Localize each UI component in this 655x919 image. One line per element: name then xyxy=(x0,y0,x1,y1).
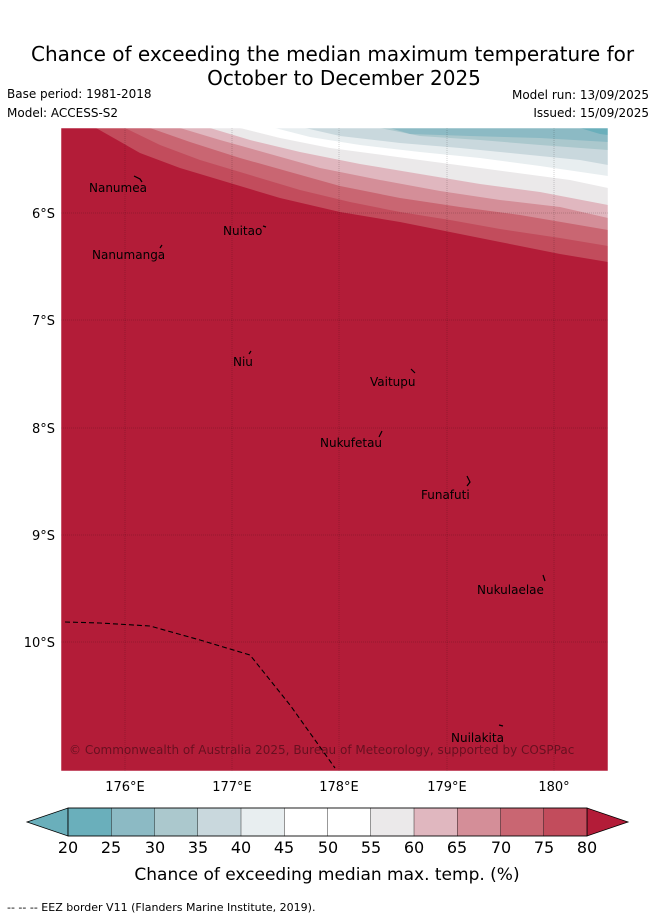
place-label: Niu xyxy=(233,355,253,369)
lon-tick-labels: 176°E 177°E 178°E 179°E 180° xyxy=(105,780,569,795)
colorbar-tick-label: 55 xyxy=(361,838,381,857)
colorbar-tick-label: 35 xyxy=(188,838,208,857)
place-label: Vaitupu xyxy=(370,375,416,389)
copyright-notice: © Commonwealth of Australia 2025, Bureau… xyxy=(69,743,574,757)
colorbar: 20 25 30 35 40 45 50 55 60 65 70 75 80 C… xyxy=(25,807,630,885)
eez-border-line xyxy=(64,621,336,769)
colorbar-cell xyxy=(413,807,458,837)
colorbar-low-arrow xyxy=(25,807,69,837)
model-name: Model: ACCESS-S2 xyxy=(7,106,119,120)
colorbar-cell xyxy=(197,807,242,837)
lon-tick-label: 179°E xyxy=(427,780,467,795)
title-line-1: Chance of exceeding the median maximum t… xyxy=(31,42,635,66)
island-nukufetau xyxy=(378,430,383,438)
island-nanumanga xyxy=(159,244,163,249)
colorbar-cell xyxy=(543,807,588,837)
field-20-25 xyxy=(580,128,608,135)
place-label: Funafuti xyxy=(421,488,470,502)
island-nanumea xyxy=(133,175,143,183)
lon-tick-label: 180° xyxy=(538,780,569,795)
base-period: Base period: 1981-2018 xyxy=(7,87,152,101)
colorbar-cell xyxy=(67,807,112,837)
island-niu xyxy=(248,350,252,355)
colorbar-tick-label: 65 xyxy=(447,838,467,857)
colorbar-high-arrow xyxy=(586,807,630,837)
colorbar-cells xyxy=(67,807,588,837)
colorbar-tick-labels: 20 25 30 35 40 45 50 55 60 65 70 75 80 xyxy=(58,838,597,857)
colorbar-title: Chance of exceeding median max. temp. (%… xyxy=(134,865,519,885)
colorbar-tick-label: 40 xyxy=(231,838,251,857)
colorbar-cell xyxy=(327,807,372,837)
eez-legend-note: -- -- -- EEZ border V11 (Flanders Marine… xyxy=(7,901,315,914)
colorbar-cell xyxy=(154,807,199,837)
place-label: Nuilakita xyxy=(451,731,504,745)
colorbar-cell xyxy=(111,807,155,837)
title-line-2: October to December 2025 xyxy=(207,66,481,90)
lon-tick-label: 178°E xyxy=(319,780,359,795)
colorbar-tick-label: 25 xyxy=(101,838,121,857)
colorbar-tick-label: 70 xyxy=(491,838,511,857)
model-run: Model run: 13/09/2025 xyxy=(511,88,649,102)
lat-tick-labels: 6°S 7°S 8°S 9°S 10°S xyxy=(24,207,55,651)
colorbar-tick-label: 30 xyxy=(145,838,165,857)
colorbar-tick-label: 50 xyxy=(318,838,338,857)
colorbar-tick-label: 45 xyxy=(274,838,294,857)
colorbar-cell xyxy=(500,807,545,837)
place-label: Nanumanga xyxy=(92,248,165,262)
place-label: Nukufetau xyxy=(320,436,382,450)
island-nuitao xyxy=(262,225,267,228)
place-label: Nanumea xyxy=(89,181,147,195)
colorbar-cell xyxy=(284,807,328,837)
lat-tick-label: 9°S xyxy=(32,529,55,544)
probability-field xyxy=(61,128,608,771)
place-label: Nuitao xyxy=(223,224,262,238)
island-nuilakita xyxy=(498,724,504,727)
colorbar-tick-label: 80 xyxy=(577,838,597,857)
colorbar-frame xyxy=(67,807,588,837)
lat-tick-label: 10°S xyxy=(24,636,55,651)
map-frame xyxy=(60,127,609,772)
island-funafuti xyxy=(466,475,471,487)
lat-tick-label: 6°S xyxy=(32,207,55,222)
field-25-30 xyxy=(390,128,608,142)
island-nukulaelae xyxy=(542,574,546,582)
lat-tick-label: 7°S xyxy=(32,314,55,329)
lon-tick-label: 177°E xyxy=(212,780,252,795)
island-vaitupu xyxy=(410,368,416,374)
islands xyxy=(133,175,546,727)
place-label: Nukulaelae xyxy=(477,583,544,597)
colorbar-cell xyxy=(457,807,501,837)
colorbar-cell xyxy=(370,807,415,837)
lat-tick-label: 8°S xyxy=(32,422,55,437)
colorbar-tick-label: 75 xyxy=(534,838,554,857)
place-labels: Nanumea Nuitao Nanumanga Niu Vaitupu Nuk… xyxy=(89,181,544,745)
colorbar-cell xyxy=(240,807,285,837)
issued-date: Issued: 15/09/2025 xyxy=(533,106,649,120)
lon-tick-label: 176°E xyxy=(105,780,145,795)
colorbar-tick-label: 60 xyxy=(404,838,424,857)
colorbar-tick-label: 20 xyxy=(58,838,78,857)
